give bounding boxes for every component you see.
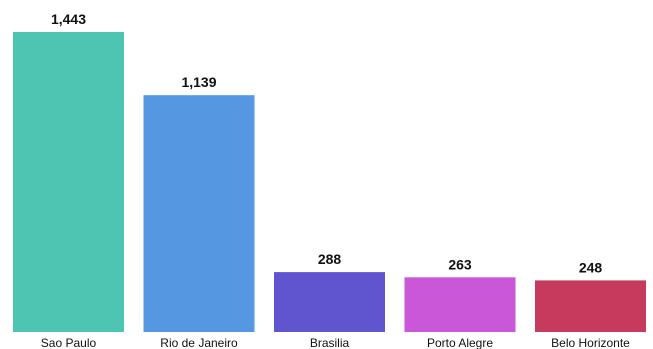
- value-label: 1,139: [181, 74, 216, 90]
- category-label: Rio de Janeiro: [160, 336, 238, 349]
- value-label: 1,443: [51, 11, 86, 27]
- value-label: 248: [579, 259, 603, 275]
- value-labels-group: 1,443 1,139 288 263 248: [51, 11, 602, 275]
- bar-porto-alegre: [404, 277, 516, 332]
- category-label: Sao Paulo: [41, 336, 97, 349]
- category-label: Belo Horizonte: [551, 336, 630, 349]
- category-label: Porto Alegre: [427, 336, 493, 349]
- category-labels-group: Sao Paulo Rio de Janeiro Brasilia Porto Ale…: [41, 336, 630, 349]
- bar-brasilia: [274, 272, 385, 332]
- value-label: 288: [318, 251, 342, 267]
- category-label: Brasilia: [310, 336, 350, 349]
- bar-belo-horizonte: [535, 280, 646, 332]
- bar-sao-paulo: [13, 32, 124, 332]
- bars-group: [13, 32, 646, 332]
- value-label: 263: [448, 256, 472, 272]
- bar-rio-de-janeiro: [143, 95, 255, 332]
